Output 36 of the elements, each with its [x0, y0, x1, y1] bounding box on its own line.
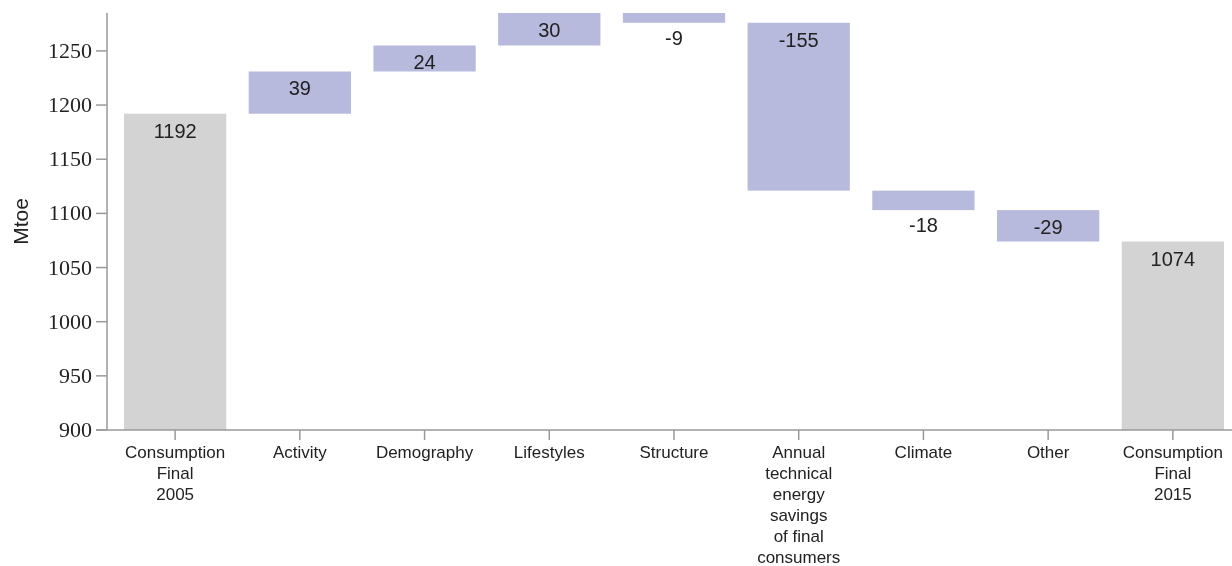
- bar: [997, 210, 1100, 242]
- y-tick-label: 1100: [48, 200, 92, 226]
- bar: [124, 113, 227, 430]
- y-tick-label: 1050: [48, 254, 92, 280]
- x-tick-label: Consumption Final 2015: [1122, 443, 1223, 504]
- data-label: -155: [778, 28, 819, 51]
- data-label: 1192: [153, 119, 197, 142]
- data-label: 39: [288, 77, 311, 100]
- x-tick-label: Demography: [375, 443, 474, 462]
- x-tick-label: Structure: [639, 443, 709, 462]
- x-tick-label: Other: [1026, 443, 1070, 462]
- data-label: -18: [908, 214, 938, 237]
- y-tick-label: 1150: [48, 146, 92, 172]
- y-axis-title: Mtoe: [9, 198, 32, 245]
- bar: [498, 13, 601, 46]
- bar: [248, 71, 351, 114]
- x-tick-label: Climate: [894, 443, 953, 462]
- x-tick-label: Consumption Final 2005: [125, 443, 226, 504]
- bar: [622, 13, 726, 23]
- data-label: 1074: [1150, 247, 1196, 270]
- bar: [373, 45, 476, 72]
- bar: [872, 190, 975, 211]
- data-label: -9: [665, 26, 683, 49]
- bar: [1121, 241, 1224, 430]
- y-tick-label: 950: [59, 362, 92, 388]
- bar: [747, 22, 850, 191]
- data-label: -29: [1033, 216, 1063, 239]
- y-tick-label: 900: [59, 417, 92, 443]
- x-tick-label: Annual technical energy savings of final consumers: [757, 443, 841, 566]
- y-tick-label: 1200: [48, 92, 92, 118]
- x-tick-label: Activity: [272, 443, 328, 462]
- y-tick-label: 1000: [48, 308, 92, 334]
- data-label: 24: [413, 51, 436, 74]
- y-tick-label: 1250: [48, 37, 92, 63]
- data-label: 30: [538, 19, 561, 41]
- x-tick-label: Lifestyles: [513, 443, 585, 462]
